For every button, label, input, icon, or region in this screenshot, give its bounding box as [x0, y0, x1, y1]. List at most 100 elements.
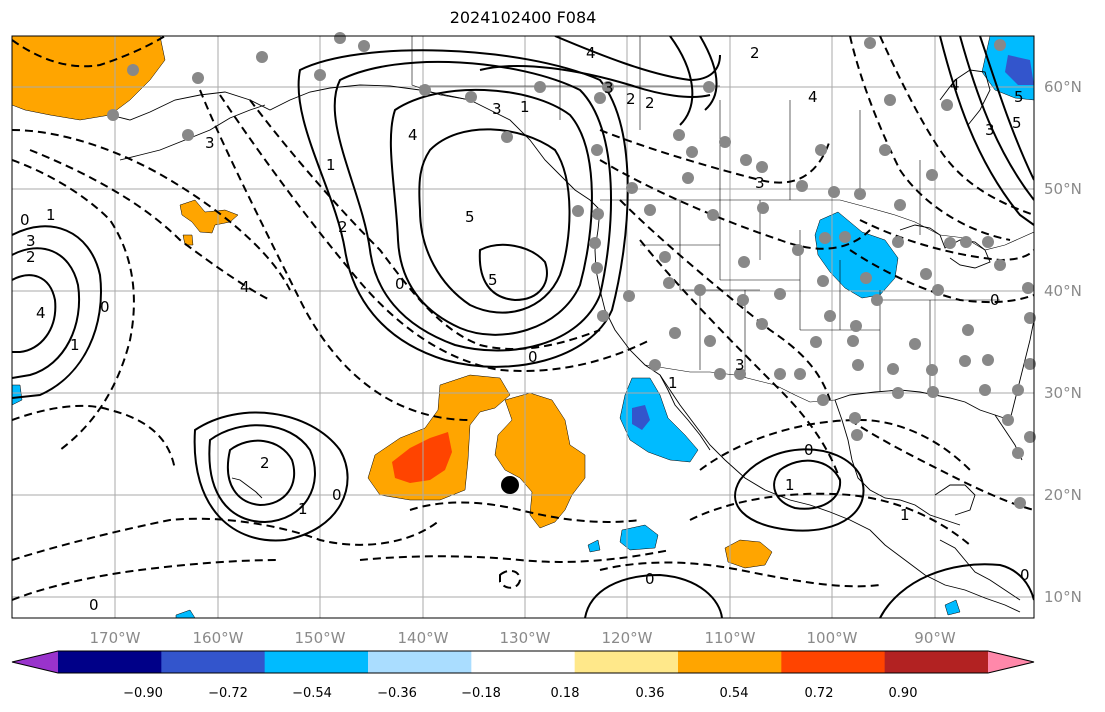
contour-dash-ca-0: [599, 561, 881, 588]
contour-mexico-1: [773, 459, 842, 510]
contour-dash-us-0: [639, 239, 841, 481]
colorbar-tick: −0.18: [461, 686, 501, 701]
lat-label: 10°N: [1044, 588, 1082, 606]
contour-dash-gulf: [849, 419, 1034, 511]
shade-red-central: [392, 432, 452, 483]
lon-label: 160°W: [193, 629, 244, 647]
contour-ne-4: [959, 36, 1034, 201]
colorbar-cell: [781, 651, 886, 673]
lon-label: 140°W: [398, 629, 449, 647]
contour-label: 0: [395, 275, 405, 293]
contour-dash-pac-1: [12, 404, 176, 471]
storm-marker: [501, 476, 519, 494]
contour-label: 1: [668, 374, 678, 392]
colorbar-tick: 0.36: [636, 686, 665, 701]
shade-orange-small-3: [724, 539, 773, 569]
shading-layer: [12, 36, 1034, 618]
colorbar-tick: −0.54: [292, 686, 332, 701]
plot-frame: [11, 35, 1035, 619]
lon-label: 120°W: [602, 629, 653, 647]
lon-label: 130°W: [500, 629, 551, 647]
contour-label: 0: [528, 348, 538, 366]
lon-label: 170°W: [90, 629, 141, 647]
contour-dash-east-1: [859, 219, 1034, 262]
lat-label: 20°N: [1044, 486, 1082, 504]
contour-label: 4: [808, 88, 818, 106]
lat-label: 60°N: [1044, 78, 1082, 96]
lon-label: 150°W: [295, 629, 346, 647]
colorbar-tick: 0.90: [889, 686, 918, 701]
colorbar-cell: [368, 651, 472, 673]
contour-dash-small-ring: [499, 569, 522, 589]
lon-label: 100°W: [807, 629, 858, 647]
contour-high-1: [297, 49, 629, 368]
baja-peninsula: [659, 374, 711, 451]
lon-label: 110°W: [705, 629, 756, 647]
colorbar-tick: 0.18: [551, 686, 580, 701]
contour-label: 0: [1020, 566, 1030, 584]
contour-mexico-0: [734, 448, 865, 532]
contour-label: 2: [260, 454, 270, 472]
contour-dash-alaska-1: [249, 99, 601, 350]
latitude-labels: 60°N 50°N 40°N 30°N 20°N 10°N: [1044, 78, 1082, 606]
contour-dash-nw: [12, 36, 166, 68]
mexico-gulf-coast: [834, 399, 961, 526]
contour-label: 0: [645, 570, 655, 588]
shade-orange-small-2: [182, 234, 194, 246]
contour-label: 1: [326, 156, 336, 174]
contour-dash-sub-1: [359, 549, 671, 563]
contour-dash-pac-0: [12, 559, 281, 601]
colorbar-tick: −0.90: [123, 686, 163, 701]
central-america: [939, 539, 1021, 601]
lat-label: 50°N: [1044, 180, 1082, 198]
contour-dash-sub-0: [409, 501, 641, 523]
contour-labels: 4 3 2 2 5 4 3 5 5 4 0 1 2 3 4 3 2 1 0 3 …: [20, 44, 1030, 614]
contour-label: 3: [735, 356, 745, 374]
shade-orange-east: [494, 392, 586, 529]
contour-label: 0: [332, 486, 342, 504]
contour-ne-3: [939, 36, 1034, 226]
contour-label: 2: [338, 218, 348, 236]
contour-label: 3: [26, 232, 36, 250]
contour-label: 3: [492, 100, 502, 118]
contour-dash-alaska-2: [219, 94, 651, 372]
coastlines: [109, 69, 1034, 613]
contour-label: 0: [804, 441, 814, 459]
alaska-coast: [109, 84, 601, 211]
contour-label: 4: [240, 278, 250, 296]
shade-cyan-small-1: [619, 524, 659, 551]
yucatan: [934, 484, 976, 516]
shade-blue-baja: [632, 405, 650, 430]
colorbar-tick: 0.54: [720, 686, 749, 701]
contour-dash-mex-2: [689, 492, 971, 546]
shade-cyan-small-5: [175, 609, 196, 618]
contour-label: 3: [604, 79, 614, 97]
contour-label: 3: [205, 134, 215, 152]
contour-hawaii-0: [193, 411, 349, 542]
aleutians: [119, 104, 266, 161]
contour-se-0: [879, 563, 1034, 618]
shade-cyan-baja: [619, 377, 699, 463]
contour-dash-east-0: [849, 249, 1034, 304]
contour-label: 5: [1012, 114, 1022, 132]
colorbar: −0.90 −0.72 −0.54 −0.36 −0.18 0.18 0.36 …: [11, 650, 1035, 701]
contour-bc-3: [554, 36, 721, 82]
lon-label: 90°W: [914, 629, 956, 647]
contour-label: 3: [755, 174, 765, 192]
contour-label: 5: [465, 208, 475, 226]
contour-label: 0: [990, 291, 1000, 309]
contour-label: 2: [626, 90, 636, 108]
colorbar-cell: [161, 651, 266, 673]
lat-label: 40°N: [1044, 282, 1082, 300]
colorbar-tick: −0.72: [208, 686, 248, 701]
colorbar-cell: [58, 651, 162, 673]
colorbar-cell: [471, 651, 576, 673]
lat-label: 30°N: [1044, 384, 1082, 402]
contour-dash-pac-low: [12, 517, 441, 561]
contour-label: 4: [586, 44, 596, 62]
contour-hawaii-2: [226, 439, 296, 507]
east-coast: [1009, 319, 1034, 421]
contour-high-5: [478, 243, 548, 302]
contour-label: 4: [950, 76, 960, 94]
